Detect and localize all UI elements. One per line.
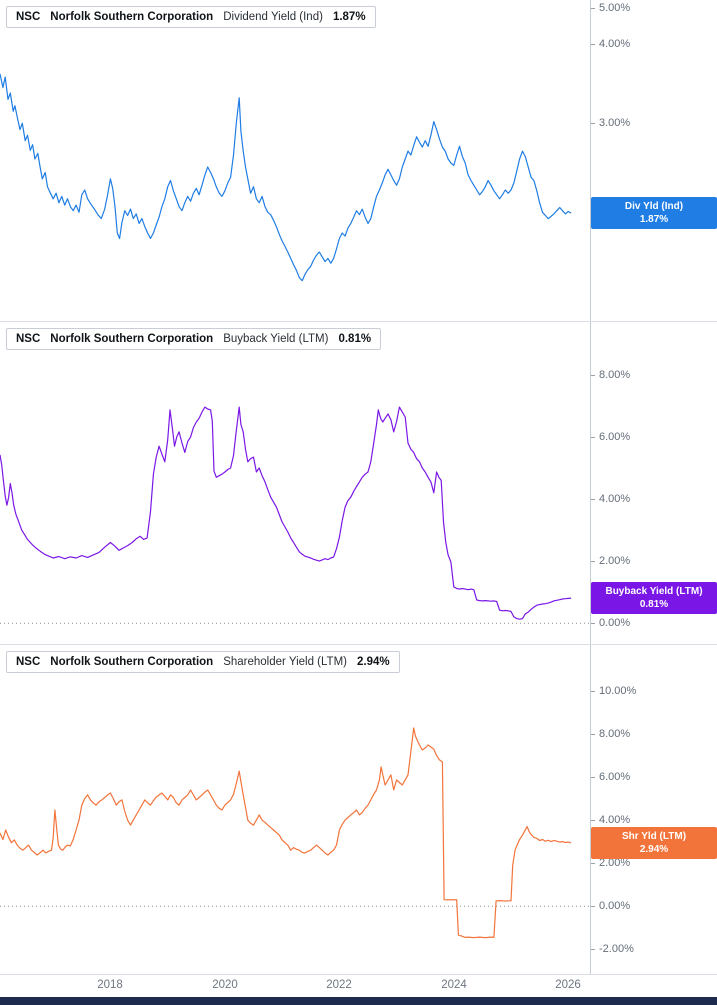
metric-value: 0.81%: [338, 333, 372, 345]
y-axis-tick-mark: [591, 499, 595, 500]
shareholder-yield-plot[interactable]: NSC Norfolk Southern Corporation Shareho…: [0, 645, 590, 974]
y-axis-label: -2.00%: [599, 943, 634, 955]
shareholder-yield-last-value-badge: Shr Yld (LTM) 2.94%: [591, 827, 717, 859]
y-axis-tick-mark: [591, 8, 595, 9]
metric-label: Shareholder Yield (LTM): [223, 656, 347, 668]
dividend-yield-plot[interactable]: NSC Norfolk Southern Corporation Dividen…: [0, 0, 590, 321]
buyback-yield-panel: NSC Norfolk Southern Corporation Buyback…: [0, 322, 717, 645]
dividend-yield-line: [0, 73, 572, 282]
badge-metric-label: Div Yld (Ind): [624, 201, 684, 212]
y-axis-tick-mark: [591, 906, 595, 907]
buyback-yield-last-value-badge: Buyback Yield (LTM) 0.81%: [591, 582, 717, 614]
dividend-yield-axis: 5.00%4.00%3.00%2.00%Div Yld (Ind)1.87%: [590, 0, 717, 321]
y-axis-label: 4.00%: [599, 814, 631, 826]
badge-metric-label: Shr Yld (LTM): [621, 831, 687, 842]
y-axis-tick-mark: [591, 623, 595, 624]
metric-value: 2.94%: [357, 656, 390, 668]
y-axis-tick-mark: [591, 437, 595, 438]
y-axis-label: 2.00%: [599, 857, 631, 869]
y-axis-label: 6.00%: [599, 771, 631, 783]
x-axis-year-label: 2022: [326, 979, 352, 991]
ticker-label: NSC: [16, 11, 41, 23]
y-axis-label: 5.00%: [599, 2, 631, 14]
y-axis-label: 8.00%: [599, 728, 631, 740]
ticker-label: NSC: [16, 333, 41, 345]
y-axis-tick-mark: [591, 863, 595, 864]
buyback-yield-plot[interactable]: NSC Norfolk Southern Corporation Buyback…: [0, 322, 590, 644]
y-axis-tick-mark: [591, 44, 595, 45]
y-axis-tick-mark: [591, 734, 595, 735]
company-name: Norfolk Southern Corporation: [50, 11, 214, 23]
bottom-bar: [0, 997, 717, 1005]
y-axis-tick-mark: [591, 949, 595, 950]
buyback-yield-axis: 8.00% 6.00% 4.00% 2.00% 0.00% Buyback Yield (…: [590, 322, 717, 644]
company-name: Norfolk Southern Corporation: [50, 333, 214, 345]
y-axis-tick-mark: [591, 375, 595, 376]
shareholder-yield-line: [0, 727, 572, 939]
y-axis-label: 10.00%: [599, 685, 637, 697]
dividend-yield-last-value-badge: Div Yld (Ind) 1.87%: [591, 197, 717, 229]
y-axis-tick-mark: [591, 691, 595, 692]
y-axis-label: 0.00%: [599, 617, 631, 629]
badge-metric-label: Buyback Yield (LTM): [605, 586, 703, 597]
metric-value: 1.87%: [332, 11, 366, 23]
y-axis-label: 4.00%: [599, 38, 631, 50]
time-axis[interactable]: 2018 2020 2022 2024 2026: [0, 975, 717, 997]
shareholder-yield-axis: 10.00% 8.00% 6.00% 4.00% 2.00% 0.00% -2.00% Shr…: [590, 645, 717, 974]
y-axis-label: 2.00%: [599, 555, 631, 567]
y-axis-label: 0.00%: [599, 900, 631, 912]
x-axis-year-label: 2018: [97, 979, 123, 991]
company-name: Norfolk Southern Corporation: [50, 656, 214, 668]
dividend-yield-panel: NSC Norfolk Southern Corporation Dividen…: [0, 0, 717, 322]
y-axis-label: 8.00%: [599, 369, 631, 381]
dividend-yield-chart[interactable]: [0, 0, 590, 322]
x-axis-year-label: 2026: [555, 979, 581, 991]
badge-value: 1.87%: [639, 214, 669, 225]
metric-label: Buyback Yield (LTM): [223, 333, 329, 345]
badge-value: 0.81%: [639, 599, 669, 610]
y-axis-tick-mark: [591, 820, 595, 821]
ticker-label: NSC: [16, 656, 41, 668]
shareholder-yield-chart[interactable]: [0, 645, 590, 975]
x-axis-year-label: 2024: [441, 979, 467, 991]
metric-label: Dividend Yield (Ind): [223, 11, 323, 23]
buyback-yield-chart[interactable]: [0, 322, 590, 645]
y-axis-label: 6.00%: [599, 431, 631, 443]
buyback-yield-legend[interactable]: NSC Norfolk Southern Corporation Buyback…: [6, 328, 382, 350]
y-axis-tick-mark: [591, 777, 595, 778]
shareholder-yield-panel: NSC Norfolk Southern Corporation Shareho…: [0, 645, 717, 975]
y-axis-tick-mark: [591, 561, 595, 562]
shareholder-yield-legend[interactable]: NSC Norfolk Southern Corporation Shareho…: [6, 651, 400, 673]
buyback-yield-line: [0, 406, 572, 620]
y-axis-tick-mark: [591, 123, 595, 124]
x-axis-year-label: 2020: [212, 979, 238, 991]
dividend-yield-legend[interactable]: NSC Norfolk Southern Corporation Dividen…: [6, 6, 376, 28]
badge-value: 2.94%: [639, 844, 669, 855]
y-axis-label: 3.00%: [599, 117, 631, 129]
y-axis-label: 4.00%: [599, 493, 631, 505]
